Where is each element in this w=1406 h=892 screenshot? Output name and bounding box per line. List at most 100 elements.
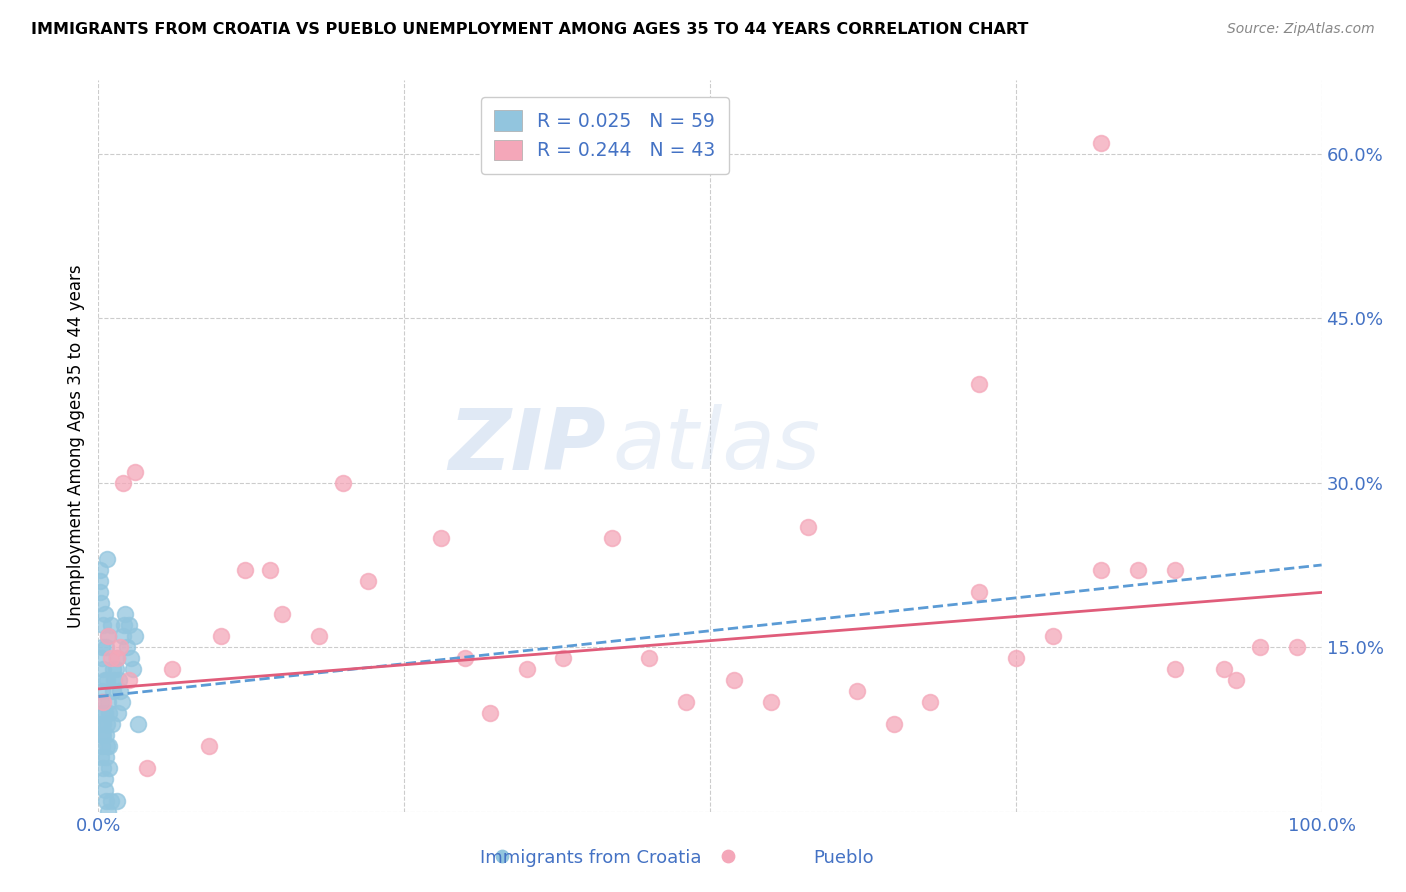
Point xyxy=(91,717,114,731)
Point xyxy=(105,794,128,808)
Point xyxy=(91,662,114,676)
Point xyxy=(637,651,661,665)
Point xyxy=(1090,564,1112,578)
Point xyxy=(105,651,128,665)
Point xyxy=(94,728,117,742)
Point xyxy=(89,574,111,589)
Point xyxy=(1090,136,1112,150)
Point xyxy=(127,717,149,731)
Point xyxy=(89,585,111,599)
Point xyxy=(111,629,134,643)
Point xyxy=(97,629,120,643)
Point xyxy=(967,377,990,392)
Point xyxy=(100,794,122,808)
Point xyxy=(93,706,115,720)
Point xyxy=(90,750,112,764)
Point xyxy=(93,607,115,622)
Point xyxy=(553,651,575,665)
Point xyxy=(124,465,146,479)
Point xyxy=(91,651,114,665)
Point xyxy=(93,782,115,797)
Point xyxy=(90,596,112,610)
Point xyxy=(491,871,513,885)
Point xyxy=(118,673,141,687)
Point xyxy=(94,794,117,808)
Point xyxy=(270,607,294,622)
Point xyxy=(111,475,134,490)
Point xyxy=(91,761,114,775)
Point xyxy=(90,717,112,731)
Point xyxy=(160,662,183,676)
Point xyxy=(797,519,820,533)
Point xyxy=(89,564,111,578)
Point xyxy=(1249,640,1271,655)
Point xyxy=(723,673,745,687)
Point xyxy=(112,618,135,632)
Point xyxy=(308,629,330,643)
Point xyxy=(515,662,537,676)
Point xyxy=(1164,662,1187,676)
Point xyxy=(96,739,118,753)
Point xyxy=(101,662,124,676)
Point xyxy=(845,684,868,698)
Point xyxy=(101,717,124,731)
Point xyxy=(91,739,114,753)
Point xyxy=(98,761,121,775)
Point xyxy=(920,695,942,709)
Point xyxy=(105,651,128,665)
Point xyxy=(96,673,118,687)
Point xyxy=(107,706,129,720)
Point xyxy=(1128,564,1150,578)
Point xyxy=(93,772,115,786)
Point xyxy=(91,706,114,720)
Point xyxy=(1212,662,1234,676)
Point xyxy=(91,728,114,742)
Point xyxy=(118,618,141,632)
Point xyxy=(114,607,136,622)
Point xyxy=(98,739,121,753)
Point xyxy=(97,695,120,709)
Point xyxy=(136,761,159,775)
Text: IMMIGRANTS FROM CROATIA VS PUEBLO UNEMPLOYMENT AMONG AGES 35 TO 44 YEARS CORRELA: IMMIGRANTS FROM CROATIA VS PUEBLO UNEMPL… xyxy=(31,22,1028,37)
Point xyxy=(717,871,740,885)
Point xyxy=(761,695,783,709)
Text: Pueblo: Pueblo xyxy=(813,849,875,867)
Point xyxy=(91,640,114,655)
Point xyxy=(108,673,131,687)
Y-axis label: Unemployment Among Ages 35 to 44 years: Unemployment Among Ages 35 to 44 years xyxy=(66,264,84,628)
Point xyxy=(115,640,138,655)
Point xyxy=(120,651,142,665)
Point xyxy=(91,684,114,698)
Point xyxy=(675,695,697,709)
Point xyxy=(883,717,905,731)
Point xyxy=(1286,640,1309,655)
Point xyxy=(430,531,453,545)
Point xyxy=(91,618,114,632)
Point xyxy=(233,564,256,578)
Point xyxy=(90,695,112,709)
Point xyxy=(97,805,120,819)
Point xyxy=(209,629,232,643)
Point xyxy=(110,640,132,655)
Point xyxy=(91,728,114,742)
Text: Source: ZipAtlas.com: Source: ZipAtlas.com xyxy=(1227,22,1375,37)
Point xyxy=(121,662,143,676)
Point xyxy=(104,662,127,676)
Point xyxy=(600,531,623,545)
Point xyxy=(93,673,115,687)
Point xyxy=(110,684,132,698)
Point xyxy=(356,574,378,589)
Point xyxy=(103,673,125,687)
Point xyxy=(100,651,122,665)
Point xyxy=(332,475,354,490)
Point xyxy=(94,750,117,764)
Point xyxy=(967,585,990,599)
Text: ZIP: ZIP xyxy=(449,404,606,488)
Point xyxy=(94,640,117,655)
Point xyxy=(1004,651,1026,665)
Point xyxy=(478,706,501,720)
Text: Immigrants from Croatia: Immigrants from Croatia xyxy=(479,849,702,867)
Point xyxy=(1225,673,1247,687)
Legend: R = 0.025   N = 59, R = 0.244   N = 43: R = 0.025 N = 59, R = 0.244 N = 43 xyxy=(481,97,728,174)
Point xyxy=(1164,564,1187,578)
